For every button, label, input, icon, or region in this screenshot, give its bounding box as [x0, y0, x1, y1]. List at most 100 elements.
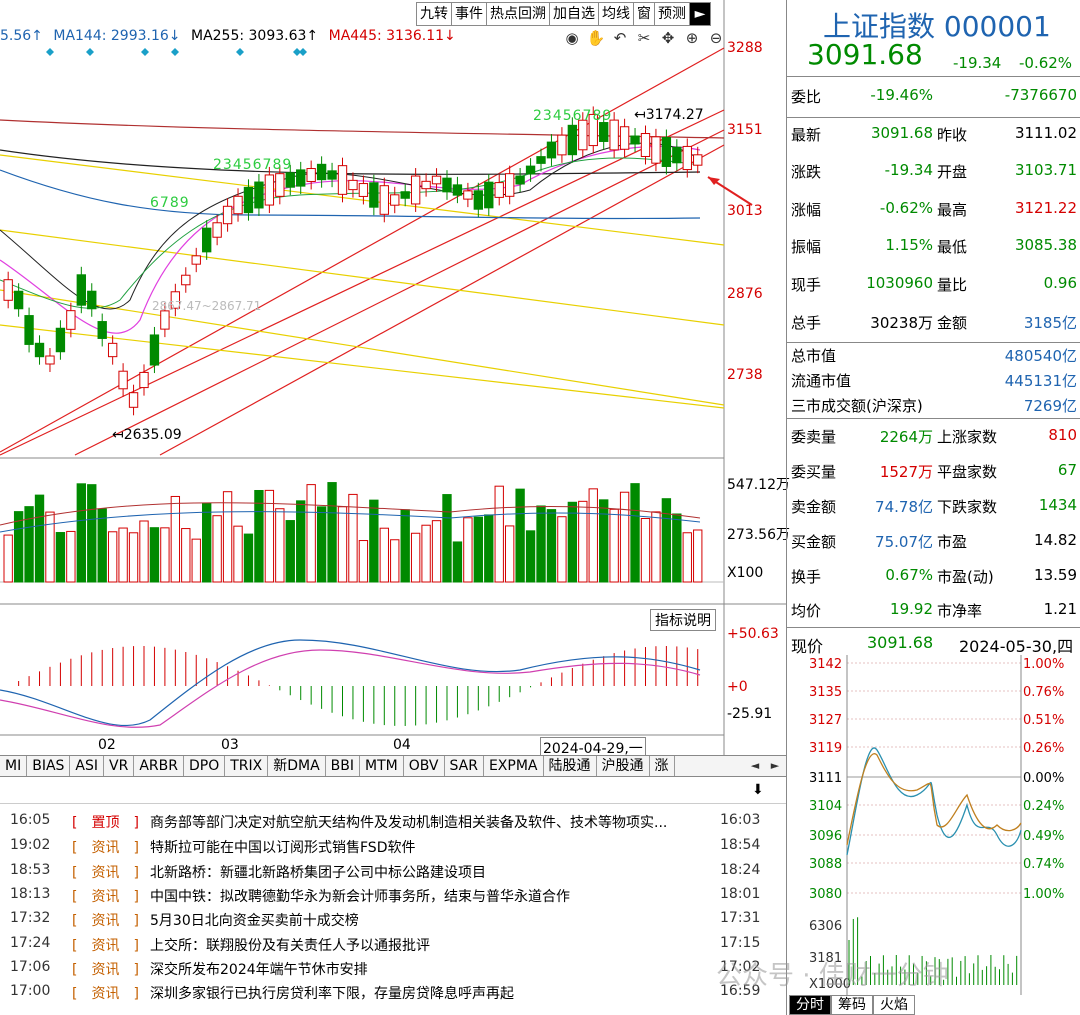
volume-bar: [578, 500, 588, 583]
quote-label-2: 市盈(动): [937, 568, 994, 586]
news-title[interactable]: 商务部等部门决定对航空航天结构件及发动机制造相关装备及软件、技术等物项实...: [150, 815, 668, 831]
event-diamond-icon: [236, 48, 244, 56]
quote-value-2: 3185亿: [1023, 314, 1077, 332]
tab-flame[interactable]: 火焰: [873, 995, 915, 1015]
news-title[interactable]: 特斯拉可能在中国以订阅形式销售FSD软件: [150, 840, 416, 856]
volume-bar: [45, 511, 55, 583]
news-time: 17:00: [10, 983, 51, 999]
candle-body: [494, 182, 504, 198]
tab-indicator[interactable]: VR: [104, 756, 135, 776]
zoom-out-icon[interactable]: ⊖: [709, 29, 723, 47]
tab-indicator[interactable]: 新DMA: [268, 756, 326, 776]
news-item[interactable]: 17:24 [ 资讯 ] 上交所：联翔股份及有关责任人予以通报批评 17:15: [0, 935, 786, 960]
quote-value: 1030960: [866, 274, 933, 292]
quote-value-2: 810: [1048, 426, 1077, 444]
kline-chart[interactable]: [0, 0, 786, 756]
news-item[interactable]: 17:06 [ 资讯 ] 深交所发布2024年端午节休市安排 17:02: [0, 959, 786, 984]
tab-intraday[interactable]: 分时: [789, 995, 831, 1015]
toolbar-events-button[interactable]: 事件: [451, 2, 486, 26]
tab-indicator[interactable]: TRIX: [225, 756, 269, 776]
news-title[interactable]: 5月30日北向资金买卖前十成交榜: [150, 913, 359, 929]
tab-indicator[interactable]: MI: [0, 756, 28, 776]
quote-value-2: 67: [1057, 461, 1077, 479]
tab-indicator[interactable]: BIAS: [27, 756, 71, 776]
volume-bar: [254, 489, 264, 583]
news-item[interactable]: 19:02 [ 资讯 ] 特斯拉可能在中国以订阅形式销售FSD软件 18:54: [0, 837, 786, 862]
news-item[interactable]: 16:05 [ 置顶 ] 商务部等部门决定对航空航天结构件及发动机制造相关装备及…: [0, 812, 786, 837]
date-axis-label: 04: [393, 737, 411, 753]
mini-axis-label: X1000: [809, 977, 851, 992]
news-item[interactable]: 18:53 [ 资讯 ] 北新路桥：新疆北新路桥集团子公司中标公路建设项目 18…: [0, 862, 786, 887]
toolbar-add-watchlist-button[interactable]: 加自选: [549, 2, 598, 26]
eye-icon[interactable]: ◉: [565, 29, 579, 47]
candle-body: [128, 392, 139, 408]
tab-indicator[interactable]: OBV: [404, 756, 445, 776]
volume-bar: [369, 499, 379, 583]
candle-body: [306, 168, 316, 182]
quote-value-2: 3103.71: [1014, 161, 1077, 179]
news-title[interactable]: 北新路桥：新疆北新路桥集团子公司中标公路建设项目: [150, 865, 486, 881]
scissors-icon[interactable]: ✂: [637, 29, 651, 47]
news-tag: [ 置顶 ]: [72, 815, 139, 831]
collapse-arrow-icon[interactable]: ►: [689, 2, 711, 26]
news-title[interactable]: 深交所发布2024年端午节休市安排: [150, 962, 368, 978]
toolbar-ma-button[interactable]: 均线: [598, 2, 633, 26]
toolbar-hotspot-button[interactable]: 热点回溯: [486, 2, 549, 26]
toolbar-nine-turn-button[interactable]: 九转: [416, 2, 451, 26]
quote-label: 三市成交额(沪深京): [791, 397, 923, 415]
indicator-tabs: MI BIAS ASI VR ARBR DPO TRIX 新DMA BBI MT…: [0, 755, 786, 777]
index-price: 3091.68: [807, 38, 923, 71]
mini-axis-label: 0.24%: [1023, 799, 1064, 814]
news-item[interactable]: 17:00 [ 资讯 ] 深圳多家银行已执行房贷利率下限，存量房贷降息呼声再起 …: [0, 983, 786, 1008]
trend-line: [0, 47, 725, 453]
news-title[interactable]: 深圳多家银行已执行房贷利率下限，存量房贷降息呼声再起: [150, 986, 514, 1002]
tab-indicator[interactable]: SAR: [445, 756, 484, 776]
volume-bar: [619, 491, 630, 583]
quote-label: 最新: [791, 126, 822, 144]
news-tag: [ 资讯 ]: [72, 962, 139, 978]
mini-axis-label: 3181: [809, 951, 842, 966]
download-icon[interactable]: ⬇: [752, 782, 764, 798]
toolbar-window-button[interactable]: 窗: [633, 2, 654, 26]
toolbar-forecast-button[interactable]: 预测: [654, 2, 689, 26]
tab-indicator[interactable]: 陆股通: [544, 756, 597, 776]
candle-body: [421, 180, 431, 190]
tab-indicator[interactable]: ASI: [70, 756, 105, 776]
high-value: 3174.27: [645, 107, 704, 123]
news-item[interactable]: 18:13 [ 资讯 ] 中国中铁：拟改聘德勤华永为新会计师事务所，结束与普华永…: [0, 886, 786, 911]
volume-bar: [337, 506, 348, 583]
intraday-chart[interactable]: 3142 3135 3127 3119 3111 3104 3096 3088 3080 6306…: [787, 655, 1080, 995]
tab-indicator[interactable]: ARBR: [134, 756, 184, 776]
volume-bar: [421, 524, 431, 583]
tab-indicator[interactable]: MTM: [360, 756, 404, 776]
tab-next-icon[interactable]: ►: [770, 759, 780, 772]
undo-icon[interactable]: ↶: [613, 29, 627, 47]
news-title[interactable]: 上交所：联翔股份及有关责任人予以通报批评: [150, 938, 430, 954]
fan-line: [0, 229, 725, 326]
volume-bar: [515, 488, 525, 583]
tab-indicator[interactable]: 涨: [650, 756, 675, 776]
tab-indicator[interactable]: BBI: [326, 756, 360, 776]
move-icon[interactable]: ✥: [661, 29, 675, 47]
tab-indicator[interactable]: DPO: [184, 756, 226, 776]
volume-bar: [682, 532, 692, 583]
macd-dif-line: [0, 639, 701, 727]
hand-icon[interactable]: ✋: [586, 29, 606, 47]
news-title[interactable]: 中国中铁：拟改聘德勤华永为新会计师事务所，结束与普华永道合作: [150, 889, 570, 905]
indicator-help-button[interactable]: 指标说明: [650, 609, 716, 631]
tab-indicator[interactable]: 沪股通: [597, 756, 650, 776]
quote-row: 委买量 1527万 平盘家数 67: [787, 461, 1080, 485]
quote-row: 涨幅 -0.62% 最高 3121.22: [787, 199, 1080, 223]
tab-chips[interactable]: 筹码: [831, 995, 873, 1015]
news-item[interactable]: 17:32 [ 资讯 ] 5月30日北向资金买卖前十成交榜 17:31: [0, 910, 786, 935]
quote-value: 3091.68: [870, 124, 933, 142]
mini-axis-label: 3080: [809, 887, 842, 902]
current-date: 2024-05-30,四: [959, 637, 1074, 656]
fan-line: [0, 289, 725, 406]
volume-bar: [672, 513, 682, 583]
zoom-in-icon[interactable]: ⊕: [685, 29, 699, 47]
tab-indicator[interactable]: EXPMA: [484, 756, 544, 776]
tab-prev-icon[interactable]: ◄: [750, 759, 760, 772]
quote-value-2: 3111.02: [1014, 124, 1077, 142]
mini-axis-label: 3135: [809, 685, 842, 700]
